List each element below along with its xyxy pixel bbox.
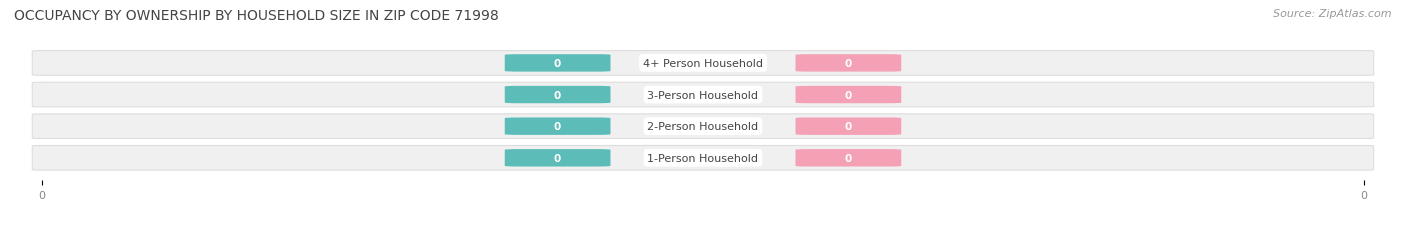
FancyBboxPatch shape: [796, 118, 901, 135]
FancyBboxPatch shape: [796, 149, 901, 167]
Text: 0: 0: [554, 59, 561, 69]
Text: Source: ZipAtlas.com: Source: ZipAtlas.com: [1274, 9, 1392, 19]
FancyBboxPatch shape: [796, 86, 901, 104]
Text: 3-Person Household: 3-Person Household: [648, 90, 758, 100]
Text: 0: 0: [845, 122, 852, 132]
Text: 0: 0: [845, 90, 852, 100]
Text: 0: 0: [845, 153, 852, 163]
Text: 2-Person Household: 2-Person Household: [647, 122, 759, 132]
FancyBboxPatch shape: [505, 86, 610, 104]
Text: 0: 0: [554, 122, 561, 132]
FancyBboxPatch shape: [796, 55, 901, 72]
FancyBboxPatch shape: [32, 51, 1374, 76]
FancyBboxPatch shape: [505, 118, 610, 135]
Text: 0: 0: [554, 90, 561, 100]
FancyBboxPatch shape: [32, 114, 1374, 139]
FancyBboxPatch shape: [32, 146, 1374, 170]
FancyBboxPatch shape: [505, 55, 610, 72]
FancyBboxPatch shape: [505, 149, 610, 167]
Text: 0: 0: [845, 59, 852, 69]
Text: 1-Person Household: 1-Person Household: [648, 153, 758, 163]
Text: 4+ Person Household: 4+ Person Household: [643, 59, 763, 69]
FancyBboxPatch shape: [32, 83, 1374, 107]
Text: OCCUPANCY BY OWNERSHIP BY HOUSEHOLD SIZE IN ZIP CODE 71998: OCCUPANCY BY OWNERSHIP BY HOUSEHOLD SIZE…: [14, 9, 499, 23]
Text: 0: 0: [554, 153, 561, 163]
